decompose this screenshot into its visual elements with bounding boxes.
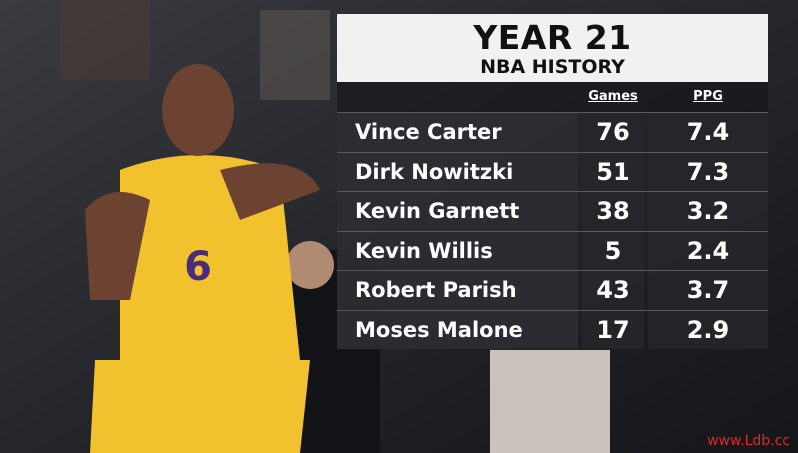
column-header: PPG bbox=[693, 89, 723, 104]
table-row: Kevin Garnett 38 3.2 bbox=[337, 191, 768, 231]
name-cell: Dirk Nowitzki bbox=[337, 152, 578, 191]
watermark: www.Ldb.cc bbox=[707, 433, 790, 449]
ppg-cell: 7.3 bbox=[648, 152, 768, 191]
spectator bbox=[490, 350, 610, 453]
table-row: Dirk Nowitzki 51 7.3 bbox=[337, 151, 768, 191]
panel-header: YEAR 21 NBA HISTORY bbox=[337, 14, 768, 82]
arm bbox=[220, 163, 320, 220]
column-headers: Games PPG bbox=[337, 82, 768, 112]
ppg-cell: 2.4 bbox=[648, 231, 768, 270]
games-cell: 38 bbox=[582, 192, 644, 231]
table-row: Robert Parish 43 3.7 bbox=[337, 270, 768, 310]
name-cell: Kevin Garnett bbox=[337, 192, 578, 231]
head bbox=[162, 64, 234, 156]
ppg-cell: 3.2 bbox=[648, 192, 768, 231]
table-body: Vince Carter 76 7.4 Dirk Nowitzki 51 7.3 Kevin… bbox=[337, 112, 768, 349]
crowd bbox=[60, 0, 150, 80]
shorts bbox=[90, 360, 310, 453]
games-cell: 17 bbox=[582, 310, 644, 349]
crowd bbox=[260, 10, 330, 100]
name-cell: Moses Malone bbox=[337, 310, 578, 349]
name-cell: Kevin Willis bbox=[337, 231, 578, 270]
jersey-number: 6 bbox=[184, 244, 212, 290]
arm bbox=[85, 192, 150, 300]
ppg-cell: 2.9 bbox=[648, 310, 768, 349]
ppg-cell: 3.7 bbox=[648, 271, 768, 310]
name-cell: Robert Parish bbox=[337, 271, 578, 310]
games-cell: 5 bbox=[582, 231, 644, 270]
subtitle: NBA HISTORY bbox=[480, 56, 625, 78]
games-cell: 76 bbox=[582, 113, 644, 152]
table-row: Vince Carter 76 7.4 bbox=[337, 112, 768, 152]
games-cell: 51 bbox=[582, 152, 644, 191]
table-row: Moses Malone 17 2.9 bbox=[337, 309, 768, 349]
games-cell: 43 bbox=[582, 271, 644, 310]
table-row: Kevin Willis 5 2.4 bbox=[337, 230, 768, 270]
column-header: Games bbox=[588, 89, 638, 104]
stats-panel: YEAR 21 NBA HISTORY Games PPG Vince Cart… bbox=[337, 14, 768, 349]
title: YEAR 21 bbox=[473, 18, 632, 57]
spectator-head bbox=[286, 241, 334, 289]
name-cell: Vince Carter bbox=[337, 113, 578, 152]
ppg-cell: 7.4 bbox=[648, 113, 768, 152]
